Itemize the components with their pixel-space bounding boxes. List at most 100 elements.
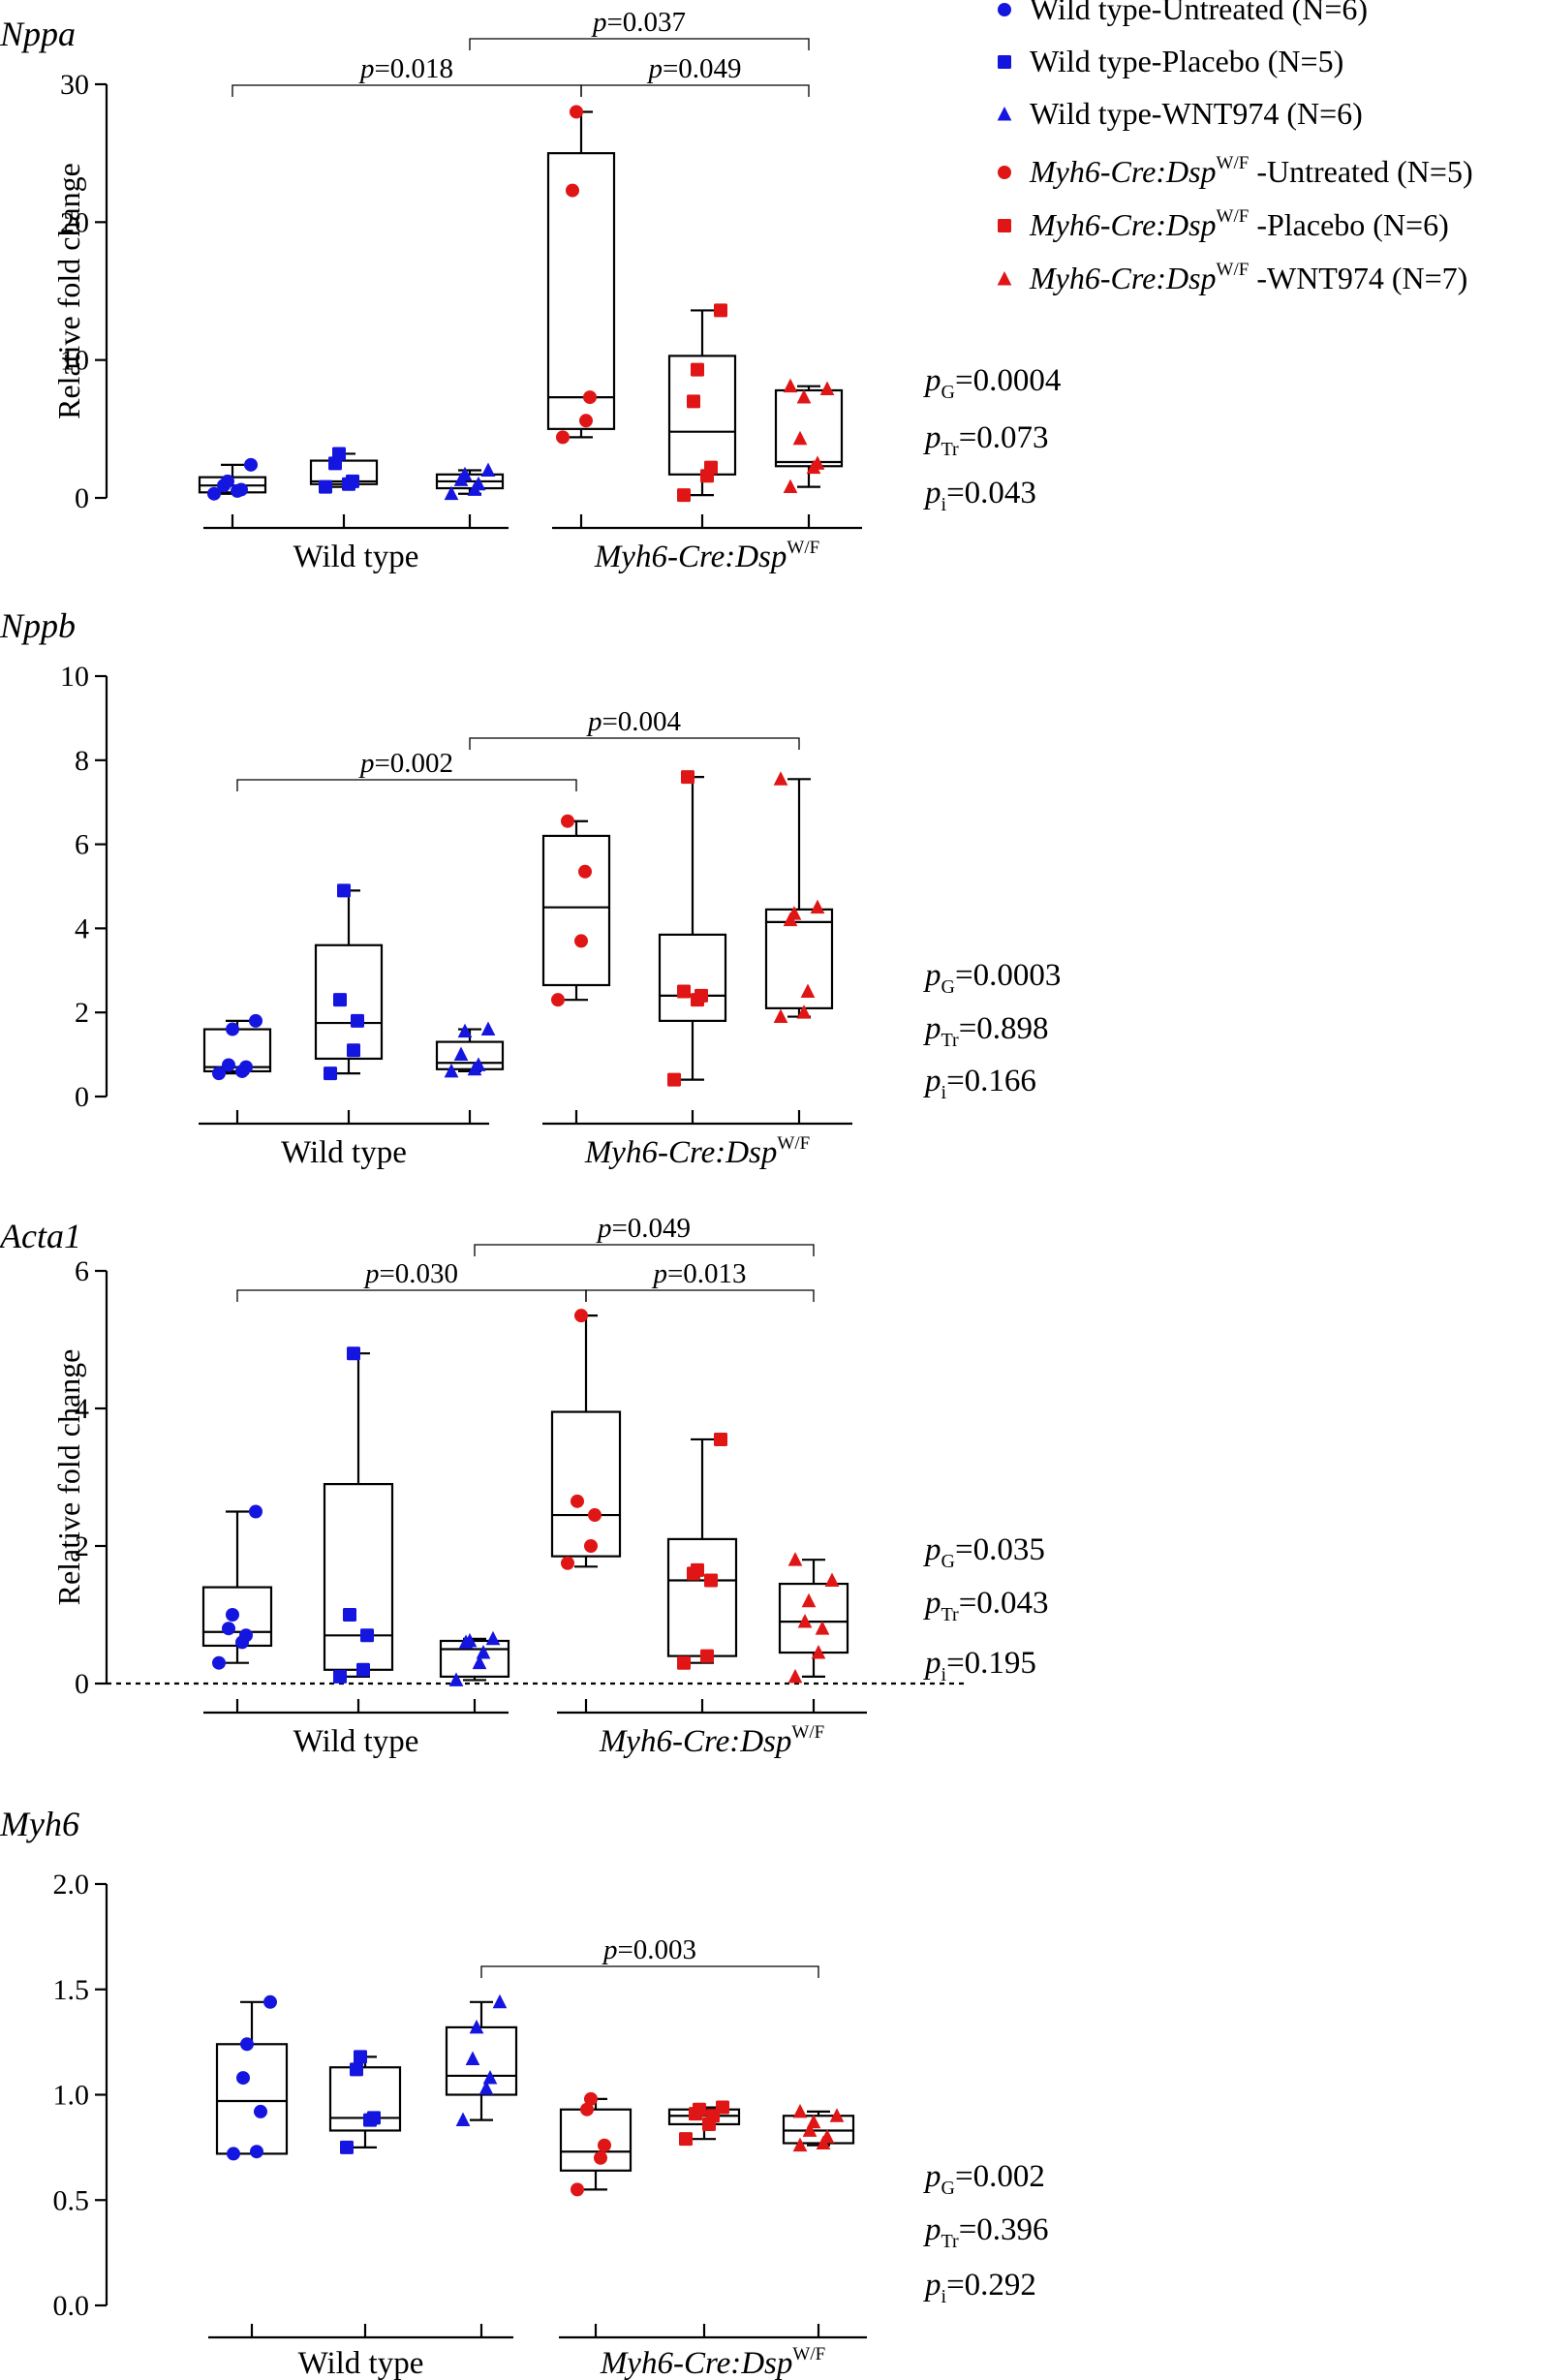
data-point [457,466,473,481]
bracket-line [469,737,800,750]
data-point [792,2137,808,2152]
y-tick-label: 0 [75,1668,89,1700]
p-stat-value: =0.292 [946,2268,1036,2303]
series-wt-untreated [215,1994,289,2161]
data-point [347,1043,360,1058]
series-dsp-placebo [667,2100,741,2147]
p-stat-value: =0.043 [946,476,1036,510]
bracket-label: p=0.037 [591,7,686,38]
bracket-value: =0.030 [379,1258,458,1289]
legend-sup: W/F [1217,206,1250,227]
data-point [551,993,565,1007]
data-point [792,2103,808,2118]
box [550,1410,622,1558]
p-stat-sub: Tr [941,1030,960,1051]
data-point [810,899,825,914]
bracket-p: p [646,53,663,84]
p-stat-p: p [923,476,941,510]
significance-bracket: p=0.004 [469,706,800,750]
data-point [340,2140,354,2154]
data-point [561,1556,574,1570]
data-point [714,1432,727,1446]
series-wt-untreated [201,1504,273,1670]
data-point [773,771,788,786]
p-stat-sub: G [941,382,955,403]
legend-item: Myh6-Cre:DspW/F -Placebo (N=6) [998,206,1449,242]
p-stat-p: p [923,2268,941,2303]
data-point [819,381,835,395]
data-point [583,390,597,405]
y-tick-label: 1.5 [53,1974,90,2006]
series-dsp-untreated [546,105,616,445]
data-point [796,1005,812,1019]
legend-item: Myh6-Cre:DspW/F -Untreated (N=5) [998,153,1473,189]
data-point [254,2104,267,2118]
data-point [783,378,798,393]
data-point [691,1562,704,1577]
data-point [679,2132,693,2147]
p-stat-sub: i [941,1082,947,1103]
panel-title: Nppa [0,15,76,53]
p-stat-p: p [923,1011,941,1046]
data-point [492,1994,508,2009]
y-tick-label: 4 [75,1393,89,1425]
p-stat-sub: G [941,976,955,998]
series-dsp-untreated [559,2091,633,2197]
y-tick-label: 4 [75,912,89,944]
data-point [691,362,704,377]
legend-marker [997,106,1012,121]
p-stat-value: =0.043 [959,1586,1049,1621]
p-stat-p: p [923,1532,941,1567]
box [546,152,616,430]
legend-suffix: -Untreated (N=5) [1249,154,1472,189]
data-point [824,1572,840,1587]
data-point [716,2100,729,2115]
p-stat-tr: pTr=0.898 [923,1011,1049,1051]
box [764,908,834,1009]
bracket-line [480,1965,819,1978]
data-point [234,482,248,497]
data-point [444,1063,459,1078]
data-point [207,486,221,501]
p-stat-p: p [923,1064,941,1098]
data-point [221,474,234,488]
bracket-p: p [586,706,602,737]
p-stat-sub: i [941,2286,947,2307]
data-point [693,2102,706,2117]
p-stat-value: =0.898 [959,1011,1049,1046]
legend-item: Wild type-Untreated (N=6) [998,0,1368,26]
series-dsp-placebo [666,1432,738,1670]
bracket-value: =0.002 [374,748,453,779]
p-stat-p: p [923,363,941,398]
y-axis-label: Relative fold change [51,163,86,419]
data-point [571,2182,584,2197]
bracket-line [469,38,810,50]
legend-item: Wild type-WNT974 (N=6) [997,96,1363,131]
data-point [347,1346,360,1361]
data-point [687,394,700,409]
data-point [677,1655,691,1670]
data-point [598,2138,611,2152]
data-point [212,1655,226,1670]
bracket-line [474,1244,815,1256]
data-point [571,1494,584,1508]
data-point [792,430,808,446]
series-wt-wnt974 [439,1630,510,1686]
data-point [212,1066,226,1081]
bracket-label: p=0.003 [602,1934,696,1965]
y-tick-label: 1.0 [53,2080,90,2112]
data-point [801,1592,817,1608]
data-point [480,1021,496,1035]
data-point [469,2019,484,2034]
group-label-sup: W/F [777,1133,810,1154]
data-point [222,1622,235,1636]
legend-marker [998,3,1011,16]
data-point [333,1669,347,1684]
p-stat-p: p [923,2159,941,2194]
data-point [240,2037,254,2052]
legend-suffix: -Placebo (N=6) [1249,207,1448,242]
y-tick-label: 10 [60,345,89,377]
data-point [350,2062,363,2077]
p-stat-value: =0.166 [946,1064,1036,1098]
